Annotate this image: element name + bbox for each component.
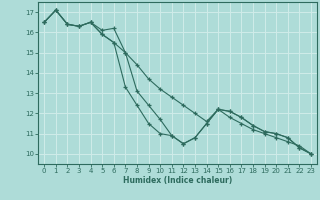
X-axis label: Humidex (Indice chaleur): Humidex (Indice chaleur) <box>123 176 232 185</box>
